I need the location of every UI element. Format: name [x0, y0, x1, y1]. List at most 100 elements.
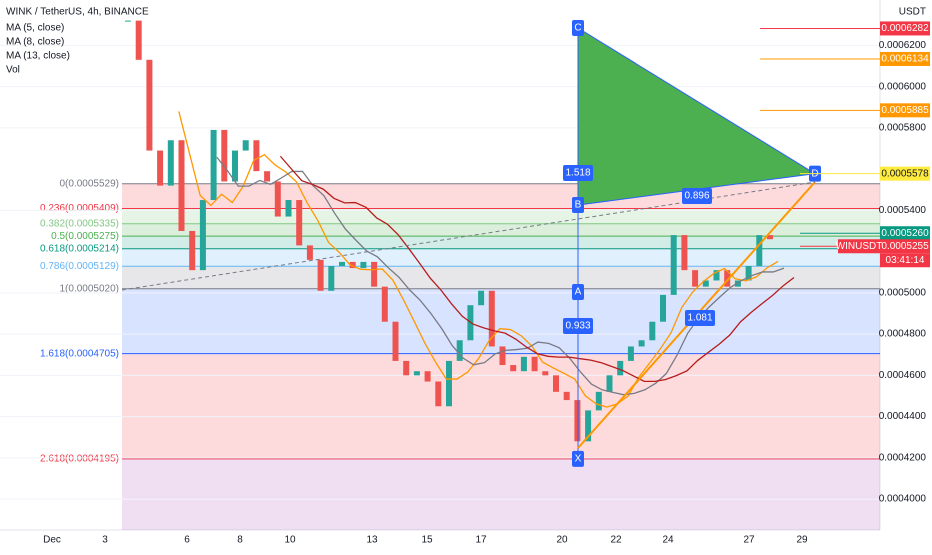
candle [478, 290, 485, 306]
candle [424, 371, 431, 382]
pattern-point-box [572, 197, 584, 213]
candle [767, 235, 773, 240]
x-tick-label: 20 [556, 535, 568, 546]
candle [413, 371, 420, 376]
candle [285, 200, 292, 217]
candle [317, 259, 324, 291]
y-tick-label: 0.0005000 [879, 287, 927, 298]
indicator-label: Vol [6, 65, 20, 76]
price-tag-label: 0.0005578 [881, 168, 929, 179]
candle [253, 140, 260, 172]
candle [371, 261, 378, 287]
ratio-label: 1.081 [687, 313, 712, 324]
fib-zone [122, 353, 880, 459]
moving-average [279, 155, 795, 383]
y-tick-label: 0.0004200 [879, 452, 927, 463]
candle [264, 171, 271, 182]
candle [339, 261, 345, 267]
candle [446, 360, 452, 407]
candle [135, 20, 142, 60]
ratio-box [563, 165, 593, 181]
pattern-point: B [575, 200, 582, 211]
candle [178, 140, 185, 231]
fib-zone [122, 288, 880, 354]
candle [157, 150, 164, 186]
pattern-point: X [575, 453, 582, 464]
fib-zone [122, 223, 880, 237]
candle [745, 266, 752, 281]
price-tag [880, 166, 930, 181]
candle [531, 356, 538, 372]
ratio-label: 0.896 [684, 191, 709, 202]
symbol-tag-label: WINUSDT [836, 241, 883, 252]
fib-label: 0.5(0.0005275) [51, 231, 119, 242]
x-tick-label: 29 [796, 535, 808, 546]
price-tag [880, 21, 930, 36]
y-tick-label: 0.0005400 [879, 205, 927, 216]
indicator-label: MA (13, close) [6, 51, 70, 62]
y-tick-label: 0.0004400 [879, 411, 927, 422]
candle [221, 129, 228, 182]
candle [232, 150, 238, 182]
y-tick-label: 0.0006200 [879, 40, 927, 51]
pattern-point: C [574, 23, 581, 34]
x-tick-label: 22 [610, 535, 622, 546]
ratio-box [685, 310, 715, 326]
x-tick-label: Dec [43, 535, 61, 546]
candle [713, 270, 720, 281]
ratio-label: 1.518 [565, 168, 590, 179]
candle [724, 270, 731, 287]
candle [638, 340, 645, 347]
symbol-title: WINK / TetherUS, 4h, BINANCE [6, 7, 149, 18]
pattern-point-box [572, 284, 584, 300]
candle [595, 391, 602, 411]
candle [542, 371, 549, 376]
fib-zone [122, 248, 880, 267]
y-tick-label: 0.0005800 [879, 123, 927, 134]
pattern-point-box [572, 450, 584, 467]
fib-label: 0.786(0.0005129) [40, 261, 119, 272]
candle [553, 375, 559, 392]
moving-average [178, 111, 779, 408]
candle [210, 129, 217, 201]
candle [756, 235, 763, 267]
symbol-tag [838, 239, 880, 254]
x-tick-label: 8 [237, 535, 243, 546]
indicator-label: MA (5, close) [6, 23, 64, 34]
fib-label: 0.236(0.0005409) [40, 203, 119, 214]
price-tag [880, 239, 930, 254]
y-tick-label: 0.0004600 [879, 370, 927, 381]
candle [649, 321, 656, 341]
x-tick-label: 10 [284, 535, 296, 546]
candle [403, 360, 410, 376]
candle [328, 266, 335, 291]
candle [349, 261, 356, 269]
x-tick-label: 17 [475, 535, 487, 546]
countdown-tag [880, 253, 930, 268]
indicator-label: MA (8, close) [6, 37, 64, 48]
price-tag [880, 51, 930, 66]
candle [702, 280, 709, 287]
fib-label: 0.382(0.0005335) [40, 218, 119, 229]
price-tag [880, 226, 930, 241]
x-tick-label: 27 [743, 535, 755, 546]
price-tag-label: 0.0005885 [881, 105, 929, 116]
countdown: 03:41:14 [886, 255, 925, 266]
candle [617, 360, 624, 376]
candle [242, 140, 249, 151]
x-tick-label: 3 [102, 535, 108, 546]
candle [125, 20, 131, 22]
candle [189, 230, 196, 271]
candle [627, 346, 634, 361]
x-tick-label: 24 [662, 535, 674, 546]
volume-zone [122, 458, 880, 530]
candle [146, 59, 153, 151]
x-tick-label: 13 [366, 535, 378, 546]
fib-label: 1.618(0.0004705) [40, 348, 119, 359]
candle [274, 181, 281, 217]
candle [360, 261, 367, 269]
ratio-box [563, 318, 593, 334]
y-tick-label: 0.0004800 [879, 329, 927, 340]
